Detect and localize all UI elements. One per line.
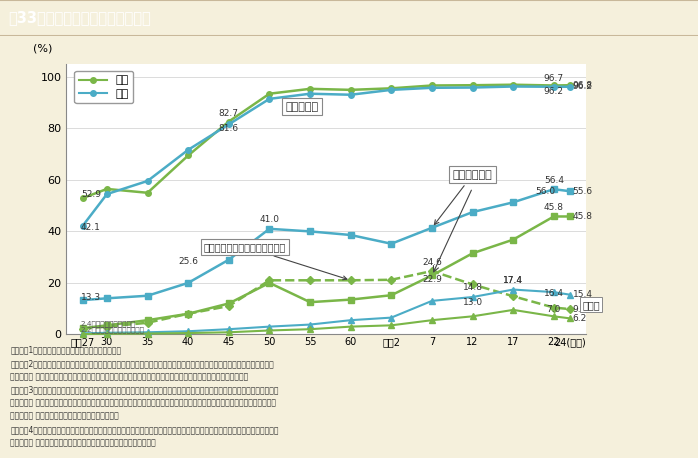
Text: 56.0: 56.0 — [535, 187, 556, 196]
Text: 96.8: 96.8 — [572, 81, 593, 90]
Text: 45.8: 45.8 — [544, 203, 564, 213]
Text: 7.0: 7.0 — [547, 305, 561, 315]
Text: 9.8: 9.8 — [572, 305, 587, 314]
Text: 第33図　学校種類別進学率の推移: 第33図 学校種類別進学率の推移 — [8, 11, 151, 25]
Text: 41.0: 41.0 — [260, 215, 279, 224]
Text: 大学（学部）: 大学（学部） — [434, 170, 493, 224]
Text: 96.2: 96.2 — [544, 87, 564, 96]
Text: 大学院: 大学院 — [582, 300, 600, 310]
Text: 52.9: 52.9 — [81, 190, 101, 199]
Text: 15.4: 15.4 — [572, 290, 593, 299]
Legend: 女子, 男子: 女子, 男子 — [75, 71, 133, 103]
Text: 81.6: 81.6 — [218, 124, 239, 132]
Text: 17.4: 17.4 — [503, 276, 524, 285]
Text: 45.8: 45.8 — [572, 212, 593, 221]
Text: 6.2: 6.2 — [572, 314, 587, 323]
Text: 17.4: 17.4 — [503, 276, 524, 285]
Text: （備考）1．文部科学省「学校基本調査」より作成。
　　　　2．高等学校等：中学校卒業者及び中等教育学校前期課程修了者のうち，高等学校等の本科・別科，高等専門学校: （備考）1．文部科学省「学校基本調査」より作成。 2．高等学校等：中学校卒業者及… — [10, 346, 279, 447]
Text: 2.4（大学（学部）女子）: 2.4（大学（学部）女子） — [81, 320, 136, 327]
Text: 96.2: 96.2 — [572, 82, 593, 91]
Text: 13.0: 13.0 — [463, 298, 482, 307]
Text: 22.9: 22.9 — [422, 275, 442, 284]
Text: (%): (%) — [33, 44, 52, 53]
Text: 高等学校等: 高等学校等 — [285, 102, 318, 112]
Text: 24.6: 24.6 — [422, 258, 442, 267]
Text: 56.4: 56.4 — [544, 176, 564, 185]
Text: 96.7: 96.7 — [544, 74, 564, 83]
Text: 短期大学（本科）（女子のみ）: 短期大学（本科）（女子のみ） — [204, 242, 347, 280]
Text: 2.2（短期大学（本科）女子）: 2.2（短期大学（本科）女子） — [81, 326, 145, 333]
Text: 14.8: 14.8 — [463, 283, 482, 292]
Text: 25.6: 25.6 — [178, 257, 198, 266]
Text: 16.4: 16.4 — [544, 289, 564, 298]
Text: 82.7: 82.7 — [218, 109, 239, 118]
Text: 13.3: 13.3 — [81, 293, 101, 301]
Text: 42.1: 42.1 — [81, 223, 101, 232]
Text: 55.6: 55.6 — [572, 187, 593, 196]
